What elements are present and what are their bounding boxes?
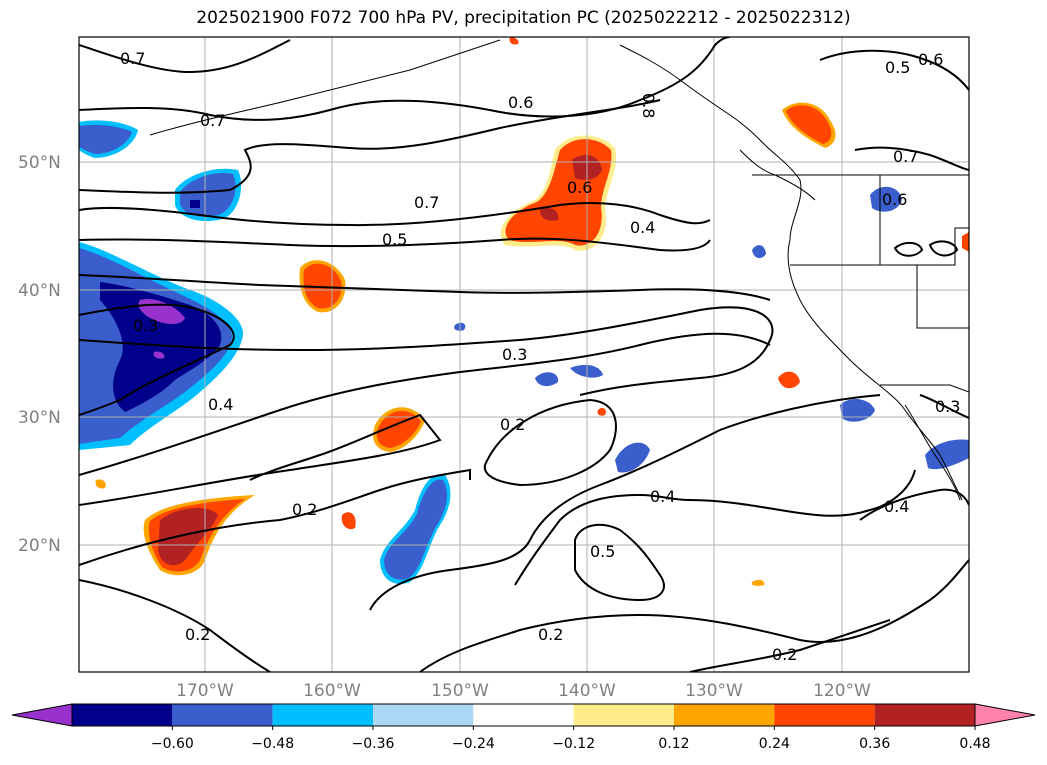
contour-label: 0.6 bbox=[567, 178, 592, 197]
colorbar-segment bbox=[874, 704, 975, 726]
lon-label: 140°W bbox=[558, 681, 616, 701]
colorbar-tick-label: −0.36 bbox=[352, 736, 395, 752]
precip-blob-s1 bbox=[535, 372, 559, 387]
colorbar-segment bbox=[674, 704, 775, 726]
lat-label: 30°N bbox=[18, 408, 61, 428]
colorbar: −0.60 −0.48 −0.36 −0.24 −0.12 0.12 0.24 0.36 0.4… bbox=[11, 703, 1036, 752]
precip-blob-sw-small2 bbox=[95, 479, 106, 489]
precip-blob-s7 bbox=[751, 579, 765, 586]
lat-label: 40°N bbox=[18, 281, 61, 301]
lat-label: 20°N bbox=[18, 536, 61, 556]
lon-label: 170°W bbox=[176, 681, 234, 701]
map-title: 2025021900 F072 700 hPa PV, precipitatio… bbox=[196, 8, 851, 28]
precip-blob-s3 bbox=[615, 442, 650, 473]
contour-label: 0.6 bbox=[882, 190, 907, 209]
colorbar-segment bbox=[473, 704, 574, 726]
contour-label: 0.7 bbox=[893, 147, 918, 166]
precip-blob-e4 bbox=[752, 245, 766, 259]
precip-blob-e1 bbox=[870, 186, 902, 212]
contour-label: 0.8 bbox=[639, 93, 658, 118]
precip-blob-sw-small bbox=[341, 512, 356, 530]
precip-blob-nw-inner bbox=[79, 124, 132, 154]
precip-blob-e2 bbox=[840, 398, 875, 422]
longitude-labels: 170°W 160°W 150°W 140°W 130°W 120°W bbox=[176, 681, 871, 701]
precip-blob-e3 bbox=[925, 439, 969, 470]
contour-label: 0.5 bbox=[590, 542, 615, 561]
colorbar-frame bbox=[71, 703, 976, 727]
lon-label: 120°W bbox=[813, 681, 871, 701]
contour-label: 0.4 bbox=[650, 487, 675, 506]
precip-blob-sw-core bbox=[158, 508, 218, 566]
contour-label: 0.3 bbox=[133, 316, 158, 335]
graticule bbox=[79, 37, 969, 672]
colorbar-segment bbox=[172, 704, 273, 726]
precip-blob-s8 bbox=[509, 37, 519, 45]
precip-blob-s5 bbox=[597, 407, 606, 416]
colorbar-tick-label: −0.60 bbox=[151, 736, 194, 752]
coastlines bbox=[149, 39, 969, 501]
precip-blob-west-core bbox=[100, 282, 222, 412]
contour-label: 0.7 bbox=[120, 49, 145, 68]
contour-label: 0.3 bbox=[502, 345, 527, 364]
contour-label: 0.7 bbox=[414, 193, 439, 212]
pv-contour-labels: 0.7 0.7 0.6 0.8 0.5 0.6 0.7 0.6 0.7 0.5 … bbox=[120, 49, 960, 664]
contour-label: 0.5 bbox=[382, 230, 407, 249]
map-frame bbox=[78, 36, 970, 673]
colorbar-tick-label: 0.48 bbox=[959, 736, 990, 752]
colorbar-segment bbox=[272, 704, 373, 726]
lon-label: 150°W bbox=[431, 681, 489, 701]
contour-label: 0.2 bbox=[772, 645, 797, 664]
contour-label: 0.2 bbox=[538, 625, 563, 644]
colorbar-tick-label: 0.12 bbox=[658, 736, 689, 752]
contour-label: 0.4 bbox=[630, 218, 655, 237]
colorbar-segment bbox=[774, 704, 875, 726]
contour-label: 0.2 bbox=[185, 625, 210, 644]
colorbar-tick-label: 0.36 bbox=[859, 736, 890, 752]
latitude-labels: 50°N 40°N 30°N 20°N bbox=[18, 153, 61, 556]
colorbar-extend-low bbox=[11, 703, 73, 727]
precip-blob-s6 bbox=[778, 371, 800, 389]
contour-label: 0.6 bbox=[508, 93, 533, 112]
lat-label: 50°N bbox=[18, 153, 61, 173]
map-plot-area: 0.7 0.7 0.6 0.8 0.5 0.6 0.7 0.6 0.7 0.5 … bbox=[79, 37, 969, 672]
contour-label: 0.2 bbox=[500, 415, 525, 434]
colorbar-tick-label: −0.48 bbox=[251, 736, 294, 752]
colorbar-extend-high bbox=[974, 703, 1036, 727]
precip-blob-nc-core2 bbox=[540, 208, 559, 221]
contour-label: 0.2 bbox=[292, 500, 317, 519]
precip-blob-sc-inner bbox=[384, 479, 448, 580]
colorbar-tick-label: 0.24 bbox=[759, 736, 790, 752]
precip-blob-e5 bbox=[962, 232, 969, 252]
colorbar-tick-label: −0.24 bbox=[452, 736, 495, 752]
lon-label: 160°W bbox=[303, 681, 361, 701]
precip-blob-c2-inner bbox=[376, 410, 421, 448]
lon-label: 130°W bbox=[685, 681, 743, 701]
precip-blob-ne-inner bbox=[786, 105, 832, 144]
contour-label: 0.6 bbox=[918, 50, 943, 69]
contour-label: 0.5 bbox=[885, 58, 910, 77]
contour-label: 0.4 bbox=[884, 497, 909, 516]
colorbar-segment bbox=[72, 704, 173, 726]
colorbar-segment bbox=[373, 704, 474, 726]
colorbar-tick-label: −0.12 bbox=[552, 736, 595, 752]
pv-contours bbox=[79, 37, 969, 672]
precip-blob-west-peak2 bbox=[153, 351, 165, 359]
contour-label: 0.3 bbox=[935, 397, 960, 416]
contour-label: 0.7 bbox=[200, 111, 225, 130]
colorbar-segment bbox=[573, 704, 674, 726]
contour-label: 0.4 bbox=[208, 395, 233, 414]
precip-blob-nw2-core bbox=[190, 200, 200, 208]
